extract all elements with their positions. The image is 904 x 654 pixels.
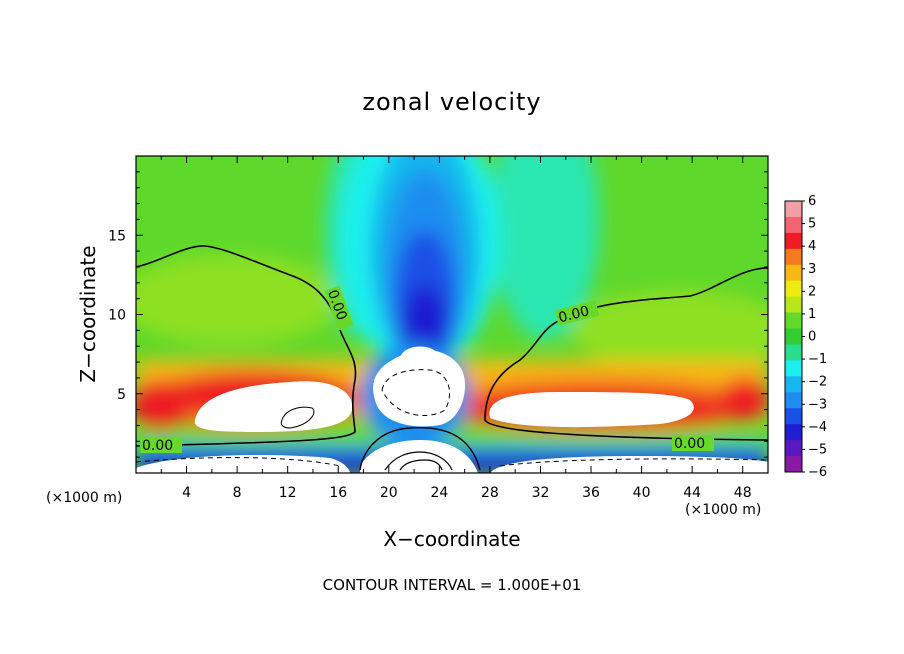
colorbar-segment [785,344,802,361]
colorbar-segment [785,408,802,425]
colorbar-segment [785,376,802,393]
y-tick-label: 15 [108,228,126,244]
colorbar-tick-label: −4 [808,420,827,435]
y-tick-label: 10 [108,308,126,324]
colorbar-segment [785,216,802,234]
x-tick-label: 8 [233,485,242,501]
colorbar: 6 5 4 3 2 1 0 −1 −2 −3 −4 −5 −6 [784,194,827,480]
x-tick-label: 44 [683,485,701,501]
contour-label: 0.00 [142,438,173,454]
chart-title: zonal velocity [362,88,542,116]
colorbar-segment [785,296,802,314]
colorbar-segment [785,312,802,330]
colorbar-segment [785,328,802,345]
x-axis-ticks: 4 8 12 16 20 24 28 32 36 40 44 48 [160,156,769,501]
contour-interval-note: CONTOUR INTERVAL = 1.000E+01 [322,576,582,594]
y-tick-label: 5 [117,387,126,403]
colorbar-segment [785,392,802,409]
x-tick-label: 40 [633,485,651,501]
x-tick-label: 28 [481,485,499,501]
colorbar-segment [785,248,802,266]
colorbar-tick-label: −1 [808,352,827,367]
x-tick-label: 24 [430,485,448,501]
colorbar-tick-label: −6 [808,465,827,480]
colorbar-segment [785,264,802,282]
x-tick-label: 12 [279,485,297,501]
x-tick-label: 4 [182,485,191,501]
colorbar-tick-label: −2 [808,375,827,390]
x-tick-label: 36 [582,485,600,501]
x-tick-label: 16 [329,485,347,501]
colorbar-segment [785,456,802,473]
x-tick-label: 32 [532,485,550,501]
colorbar-tick-label: 0 [808,330,816,345]
velocity-field [136,156,768,473]
x-tick-label: 20 [380,485,398,501]
x-axis-label: X−coordinate [383,527,521,551]
colorbar-tick-label: −5 [808,442,827,457]
colorbar-segment [785,424,802,441]
colorbar-segment [785,360,802,377]
x-unit-label-right: (×1000 m) [685,502,762,518]
colorbar-tick-label: 5 [808,217,816,232]
colorbar-tick-label: 6 [808,194,816,209]
contour-label: 0.00 [557,303,591,326]
colorbar-segment [785,232,802,250]
colorbar-tick-label: 4 [808,239,816,254]
colorbar-segment [785,201,802,218]
x-tick-label: 48 [734,485,752,501]
contour-label: 0.00 [674,436,705,452]
colorbar-tick-label: 3 [808,262,816,277]
x-unit-label-left: (×1000 m) [46,490,123,506]
colorbar-tick-label: 1 [808,307,816,322]
colorbar-segment [785,440,802,457]
y-axis-ticks: 5 10 15 [108,171,768,458]
colorbar-tick-label: 2 [808,284,816,299]
colorbar-tick-label: −3 [808,397,827,412]
colorbar-segment [785,280,802,298]
